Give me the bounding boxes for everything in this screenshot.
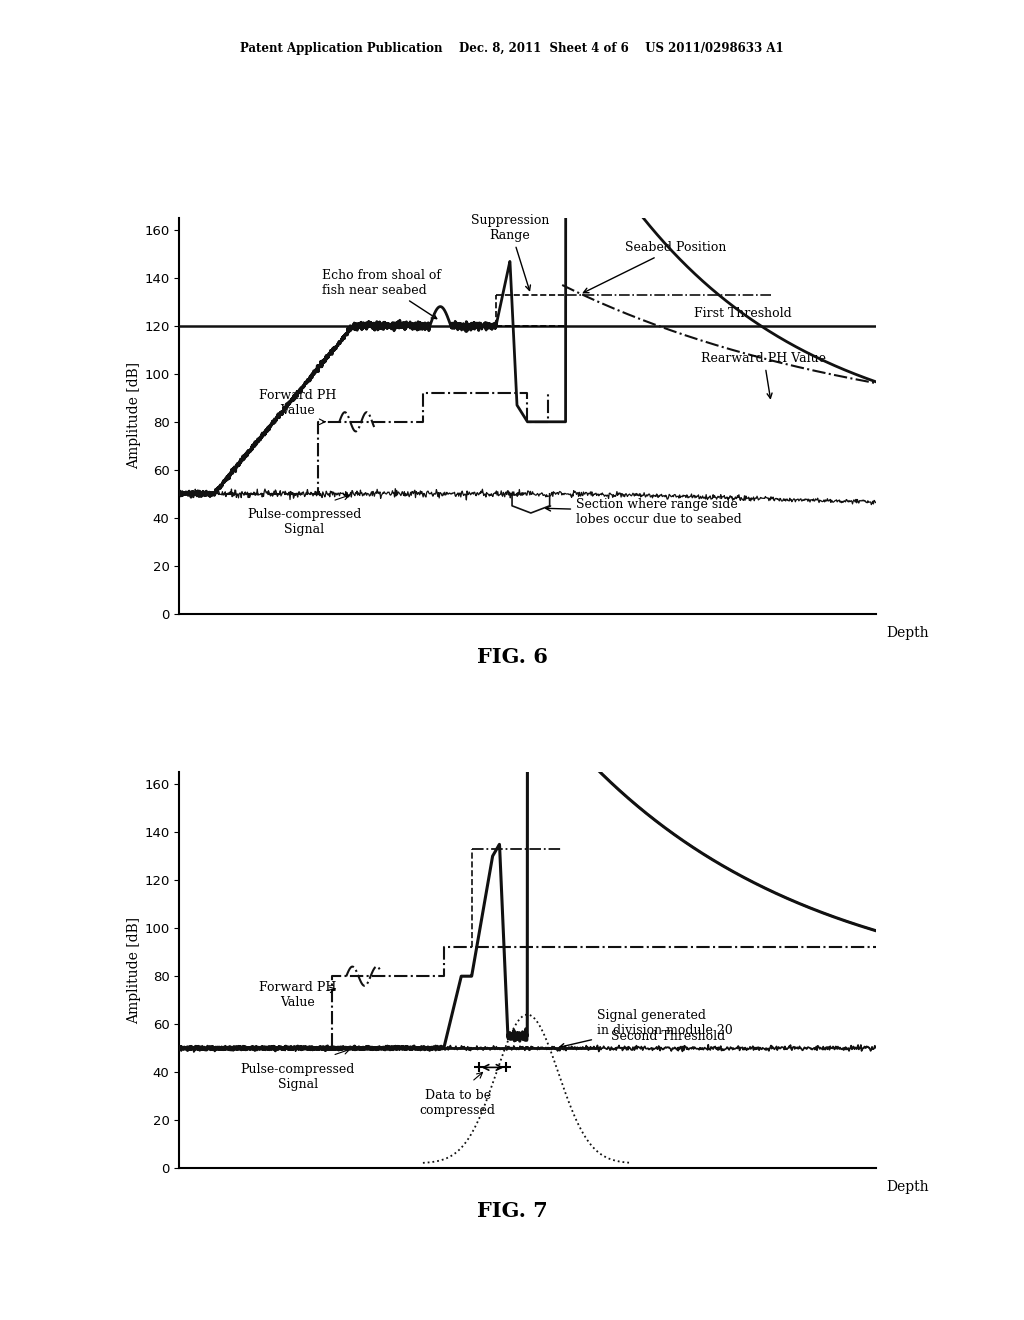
Text: First Threshold: First Threshold — [694, 306, 793, 319]
Text: Forward PH
Value: Forward PH Value — [259, 981, 336, 1008]
Text: Section where range side
lobes occur due to seabed: Section where range side lobes occur due… — [546, 498, 741, 525]
Text: Patent Application Publication    Dec. 8, 2011  Sheet 4 of 6    US 2011/0298633 : Patent Application Publication Dec. 8, 2… — [241, 42, 783, 55]
Y-axis label: Amplitude [dB]: Amplitude [dB] — [127, 916, 141, 1024]
Text: Seabed Position: Seabed Position — [584, 240, 726, 293]
Text: Pulse-compressed
Signal: Pulse-compressed Signal — [248, 508, 361, 536]
Text: Echo from shoal of
fish near seabed: Echo from shoal of fish near seabed — [322, 268, 441, 318]
Text: Pulse-compressed
Signal: Pulse-compressed Signal — [241, 1063, 354, 1090]
Text: Depth: Depth — [886, 626, 929, 640]
Text: Rearward PH Value: Rearward PH Value — [701, 352, 826, 399]
Text: Suppression
Range: Suppression Range — [471, 214, 549, 290]
Text: FIG. 6: FIG. 6 — [476, 647, 548, 667]
Text: FIG. 7: FIG. 7 — [476, 1201, 548, 1221]
Text: Second Threshold: Second Threshold — [611, 1031, 725, 1043]
Y-axis label: Amplitude [dB]: Amplitude [dB] — [127, 362, 141, 470]
Text: Signal generated
in division module 20: Signal generated in division module 20 — [559, 1008, 733, 1048]
Text: Forward PH
Value: Forward PH Value — [259, 389, 336, 417]
Text: Depth: Depth — [886, 1180, 929, 1195]
Text: Data to be
compressed: Data to be compressed — [420, 1089, 496, 1117]
